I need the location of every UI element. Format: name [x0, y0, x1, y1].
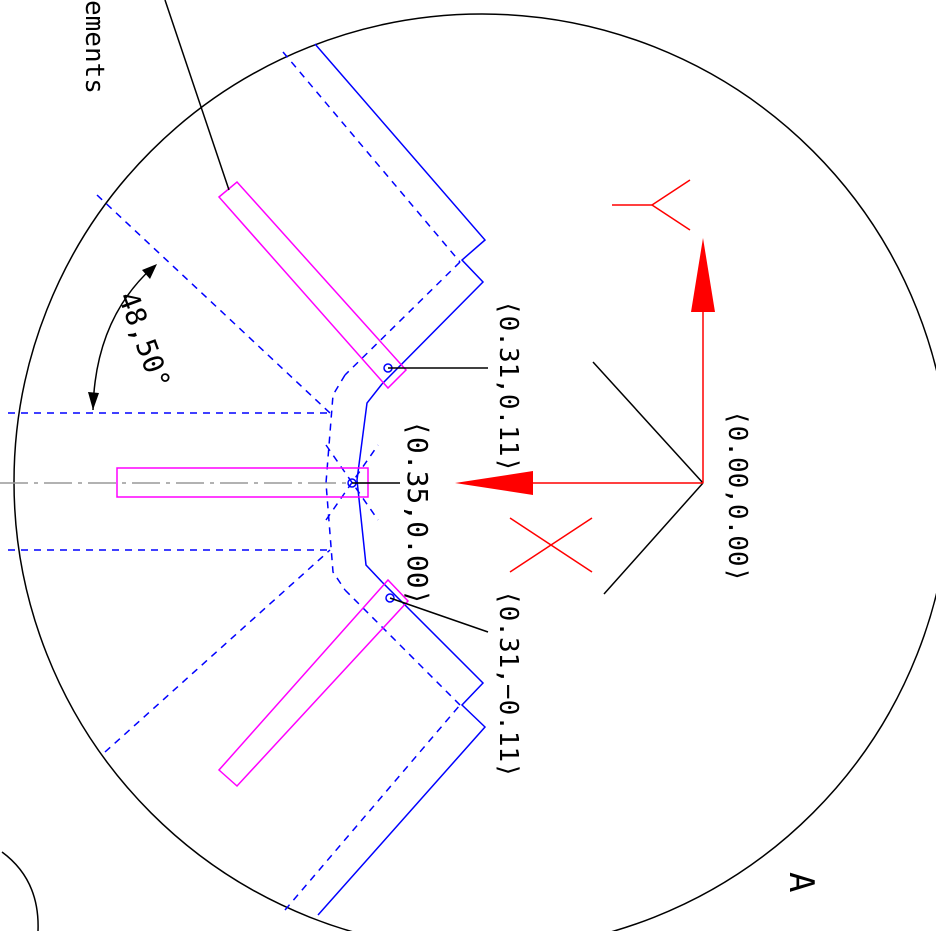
point-center-label: ⟨0.35,0.00⟩	[401, 420, 434, 605]
point-top-label: ⟨0.31,0.11⟩	[493, 300, 523, 472]
point-leaders	[352, 367, 489, 633]
magenta-rect-upper	[217, 180, 408, 390]
magenta-elements	[116, 180, 410, 788]
magenta-rect-lower	[217, 578, 410, 788]
y-axis-arrowhead	[691, 238, 715, 312]
red-coordinate-system	[509, 179, 704, 573]
callout-text: ements	[79, 0, 109, 94]
y-axis-label-stroke-2	[651, 179, 691, 206]
left-slot-dashed	[8, 412, 330, 551]
view-label: A	[781, 872, 821, 892]
upper-blade-solid	[314, 43, 487, 385]
x-axis-label-stroke-2	[509, 517, 593, 573]
angle-dimension-arc	[92, 267, 153, 411]
callout-leader	[164, 0, 230, 191]
origin-label: ⟨0.00,0.00⟩	[722, 410, 752, 582]
center-profile-solid	[356, 383, 383, 583]
lower-blade-dashed	[104, 549, 461, 911]
partial-circle-arc	[1, 851, 39, 931]
angle-arrow-bottom	[88, 392, 99, 410]
x-axis-arrowhead	[455, 471, 533, 495]
lower-blade-solid	[317, 581, 487, 916]
point-bottom-label: ⟨0.31,−0.11⟩	[493, 590, 523, 778]
upper-blade-dashed	[96, 51, 461, 414]
angle-label: 48,50°	[111, 287, 177, 393]
y-axis-label-stroke-3	[651, 204, 691, 231]
angle-arrow-top	[142, 264, 157, 279]
origin-axes-black	[592, 361, 704, 595]
outer-circle	[13, 13, 936, 931]
